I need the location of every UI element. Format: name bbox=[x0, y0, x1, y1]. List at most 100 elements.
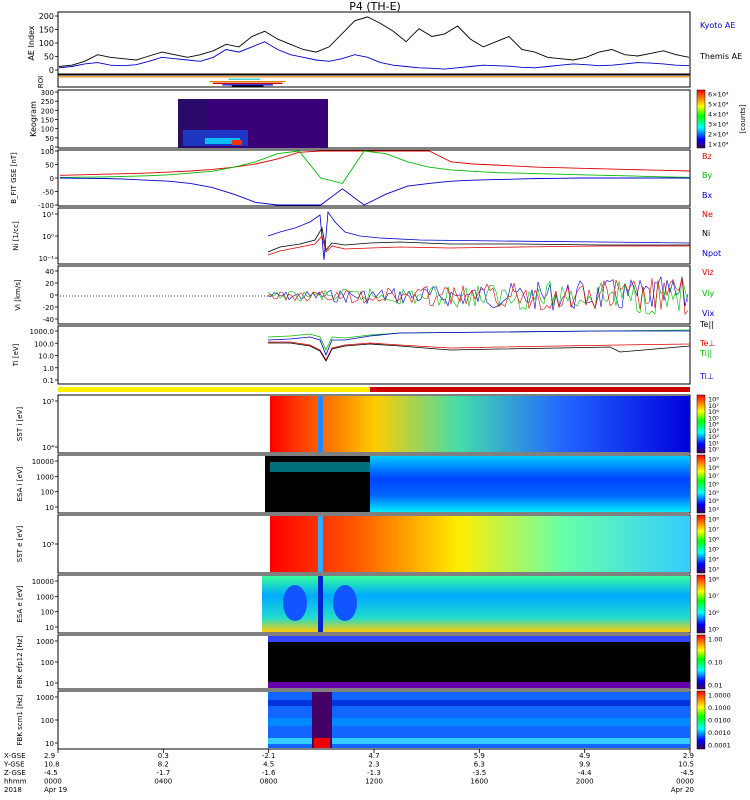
vi-ytick-label: -20 bbox=[43, 304, 54, 312]
x-axis-value: 2.9 bbox=[44, 752, 55, 760]
x-axis-value: 4.5 bbox=[263, 761, 274, 769]
bfit-ylabel: B_FIT GSE [nT] bbox=[10, 152, 18, 204]
bfit-line-by bbox=[59, 150, 691, 184]
keogram-cbar-tick-label: 4×10⁴ bbox=[708, 111, 729, 119]
sst-ion-cbar-tick-label: 10³ bbox=[708, 427, 719, 435]
ae-legend-themis: Themis AE bbox=[699, 52, 742, 61]
fbk-bfield-event-hot bbox=[314, 738, 330, 748]
ti-legend-ti-par: Ti|| bbox=[699, 349, 712, 358]
sst-ion-cbar-tick-label: 10⁸ bbox=[708, 396, 719, 404]
ni-ytick-label: 10⁰ bbox=[42, 233, 54, 241]
roi-ylabel: ROI bbox=[37, 76, 45, 88]
fbk-bfield-cbar-tick-label: 0.0001 bbox=[708, 742, 731, 750]
x-axis-row-label: Z-GSE bbox=[4, 769, 26, 777]
sst-ion-cbar-tick-label: 10⁷ bbox=[708, 402, 719, 410]
x-axis-value: 1200 bbox=[365, 778, 383, 786]
ti-ytick-label: 1.0 bbox=[43, 365, 54, 373]
bfit-line-bx bbox=[59, 177, 690, 206]
x-axis-row-label: hhmm bbox=[4, 778, 27, 786]
ti-legend-te-par: Te|| bbox=[699, 320, 714, 329]
ti-ytick-label: 100.0 bbox=[34, 340, 54, 348]
bfit-legend-bz: Bz bbox=[702, 152, 712, 161]
sst-electron-colorbar bbox=[696, 514, 706, 574]
bfit-ytick-label: 0 bbox=[50, 175, 54, 183]
vi-ytick-label: 0 bbox=[50, 292, 54, 300]
x-axis-value: 0000 bbox=[676, 778, 694, 786]
fbk-bfield-ytick-label: 100 bbox=[41, 717, 54, 725]
bfit-legend-by: By bbox=[702, 171, 712, 180]
fbk-bfield-cbar-tick-label: 0.0010 bbox=[708, 729, 731, 737]
esa-ion-ytick-label: 100 bbox=[41, 489, 54, 497]
keogram-ytick-label: 0 bbox=[50, 144, 54, 152]
vi-ytick-label: 40 bbox=[45, 268, 54, 276]
sst-electron-cbar-tick-label: 10⁸ bbox=[708, 516, 719, 524]
keogram-cbar-tick-label: 6×10⁴ bbox=[708, 91, 729, 99]
esa-ion-ylabel: ESA i [eV] bbox=[16, 466, 24, 501]
x-axis-value: 5.9 bbox=[474, 752, 485, 760]
x-axis-value: 4.9 bbox=[579, 752, 590, 760]
sst-ion-cbar-tick-label: 10⁵ bbox=[708, 414, 719, 422]
esa-ion-cbar-tick-label: 10⁹ bbox=[708, 456, 719, 464]
esa-ion-colorbar bbox=[696, 454, 706, 514]
fbk-efield-ytick-label: 100 bbox=[41, 659, 54, 667]
fbk-bfield-ylabel: FBK scm1 [Hz] bbox=[16, 694, 24, 745]
ae-panel-frame bbox=[57, 11, 691, 75]
x-axis-value: -4.4 bbox=[578, 769, 592, 777]
x-axis-value: 4.7 bbox=[368, 752, 379, 760]
esa-electron-cbar-tick-label: 10⁵ bbox=[708, 626, 719, 634]
keogram-colorbar bbox=[696, 89, 706, 149]
esa-ion-cbar-tick-label: 10⁷ bbox=[708, 472, 719, 480]
esa-ion-cbar-tick-label: 10³ bbox=[708, 506, 719, 514]
x-axis-row-label: 2018 bbox=[4, 786, 22, 794]
sst-electron-ytick-label: 10⁵ bbox=[42, 541, 54, 549]
sst-ion-ylabel: SST i [eV] bbox=[16, 407, 24, 441]
sst-ion-stripe bbox=[318, 396, 323, 452]
fbk-efield-panel: FBK efp12 [Hz] 1000 100 10 1.00 0.10 0.01 bbox=[16, 634, 722, 690]
ti-legend-te-perp: Te⊥ bbox=[699, 339, 715, 348]
ni-legend-ni: Ni bbox=[702, 229, 710, 238]
ni-line-npot bbox=[267, 210, 691, 261]
fbk-bfield-cbar-tick-label: 0.1000 bbox=[708, 704, 731, 712]
keogram-cbar-tick-label: 3×10⁴ bbox=[708, 121, 729, 129]
sst-ion-cbar-tick-label: 10² bbox=[708, 433, 719, 441]
ae-line-kyoto bbox=[58, 41, 690, 70]
keogram-panel-frame bbox=[57, 89, 691, 149]
keogram-ytick-label: 150 bbox=[41, 117, 54, 125]
x-axis-value: 2000 bbox=[576, 778, 594, 786]
sst-ion-cbar-tick-label: 10¹ bbox=[708, 439, 719, 447]
keogram-ytick-label: 200 bbox=[41, 107, 54, 115]
fbk-bfield-event bbox=[312, 692, 332, 748]
fbk-efield-ytick-label: 1000 bbox=[36, 638, 54, 646]
bfit-panel: B_FIT GSE [nT] 100 50 0 -50 -100 Bz By Bx bbox=[10, 148, 712, 210]
ae-ytick-label: 0 bbox=[49, 66, 54, 75]
sst-electron-cbar-tick-label: 10⁷ bbox=[708, 526, 719, 534]
bfit-line-bz bbox=[59, 150, 691, 176]
vi-noise-line bbox=[267, 277, 689, 315]
fbk-bfield-ytick-label: 1000 bbox=[36, 694, 54, 702]
vi-noise-line bbox=[267, 277, 689, 315]
vi-legend-viz: Viz bbox=[702, 268, 714, 277]
ni-legend-ne: Ne bbox=[702, 210, 713, 219]
x-axis-value: 0000 bbox=[44, 778, 62, 786]
x-axis-value: -3.5 bbox=[472, 769, 486, 777]
keogram-hotspot bbox=[232, 140, 242, 145]
x-axis-value: -4.5 bbox=[680, 769, 694, 777]
ni-line-ni bbox=[267, 226, 690, 253]
ti-ytick-label: 0.1 bbox=[43, 377, 54, 385]
bfit-ytick-label: 100 bbox=[41, 148, 54, 156]
esa-electron-ytick-label: 1000 bbox=[36, 593, 54, 601]
esa-electron-ytick-label: 100 bbox=[41, 609, 54, 617]
mode-bar-slow bbox=[58, 387, 370, 392]
x-axis-value: 6.3 bbox=[474, 761, 485, 769]
esa-electron-colorbar bbox=[696, 574, 706, 634]
fbk-efield-cbar-tick-label: 0.10 bbox=[708, 659, 722, 667]
x-axis-value: -1.6 bbox=[262, 769, 276, 777]
esa-electron-ytick-label: 10 bbox=[45, 624, 54, 632]
vi-ytick-label: -40 bbox=[43, 316, 54, 324]
esa-electron-cbar-tick-label: 10⁸ bbox=[708, 576, 719, 584]
esa-ion-ytick-label: 10000 bbox=[32, 458, 54, 466]
ae-ylabel: AE Index bbox=[27, 25, 36, 60]
sst-electron-cbar-tick-label: 10³ bbox=[708, 566, 719, 574]
keogram-ylabel: Keogram bbox=[29, 101, 38, 137]
